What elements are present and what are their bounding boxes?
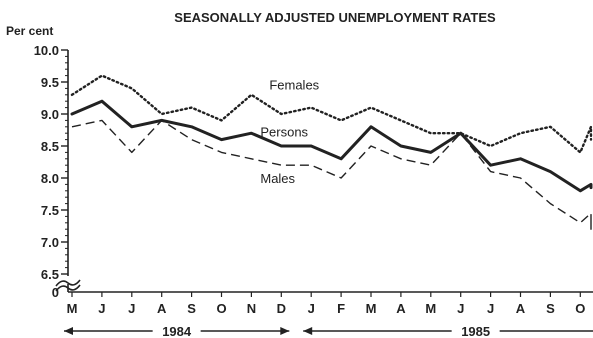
y-tick-label: 9.5	[41, 75, 59, 90]
series-label-persons: Persons	[260, 124, 308, 139]
y-tick-label: 8.5	[41, 139, 59, 154]
y-axis-unit-label: Per cent	[6, 24, 53, 38]
x-tick-label: M	[366, 301, 377, 316]
series-line-females	[72, 76, 591, 153]
x-tick-label: A	[157, 301, 167, 316]
x-tick-label: S	[546, 301, 555, 316]
series-lines	[72, 76, 591, 230]
series-line-persons	[72, 101, 591, 191]
year-span-arrowhead-left	[64, 327, 73, 335]
x-tick-label: A	[516, 301, 526, 316]
x-tick-label: J	[98, 301, 105, 316]
series-label-males: Males	[260, 171, 295, 186]
x-tick-label: M	[67, 301, 78, 316]
x-tick-label: D	[277, 301, 286, 316]
x-tick-label: A	[396, 301, 406, 316]
x-tick-label: N	[247, 301, 256, 316]
series-labels: Females Persons Males	[260, 78, 319, 186]
series-label-females: Females	[269, 78, 319, 93]
y-tick-label: 7.5	[41, 203, 59, 218]
x-tick-label: J	[128, 301, 135, 316]
x-tick-label: F	[337, 301, 345, 316]
x-tick-label: J	[308, 301, 315, 316]
chart-title: SEASONALLY ADJUSTED UNEMPLOYMENT RATES	[174, 10, 496, 25]
x-tick-label: O	[216, 301, 226, 316]
y-tick-label: 10.0	[34, 43, 59, 58]
y-tick-label: 6.5	[41, 267, 59, 282]
x-tick-label: O	[575, 301, 585, 316]
year-span-arrowhead-right	[280, 327, 289, 335]
y-tick-label: 9.0	[41, 107, 59, 122]
year-label: 1984	[162, 324, 192, 338]
x-tick-label: J	[487, 301, 494, 316]
year-label: 1985	[461, 324, 490, 338]
x-tick-label: S	[187, 301, 196, 316]
y-tick-label: 8.0	[41, 171, 59, 186]
y-tick-label: 7.0	[41, 235, 59, 250]
year-span-arrowhead-left	[303, 327, 312, 335]
x-tick-label: J	[457, 301, 464, 316]
x-tick-label: M	[425, 301, 436, 316]
y-tick-label-zero: 0	[52, 285, 59, 300]
